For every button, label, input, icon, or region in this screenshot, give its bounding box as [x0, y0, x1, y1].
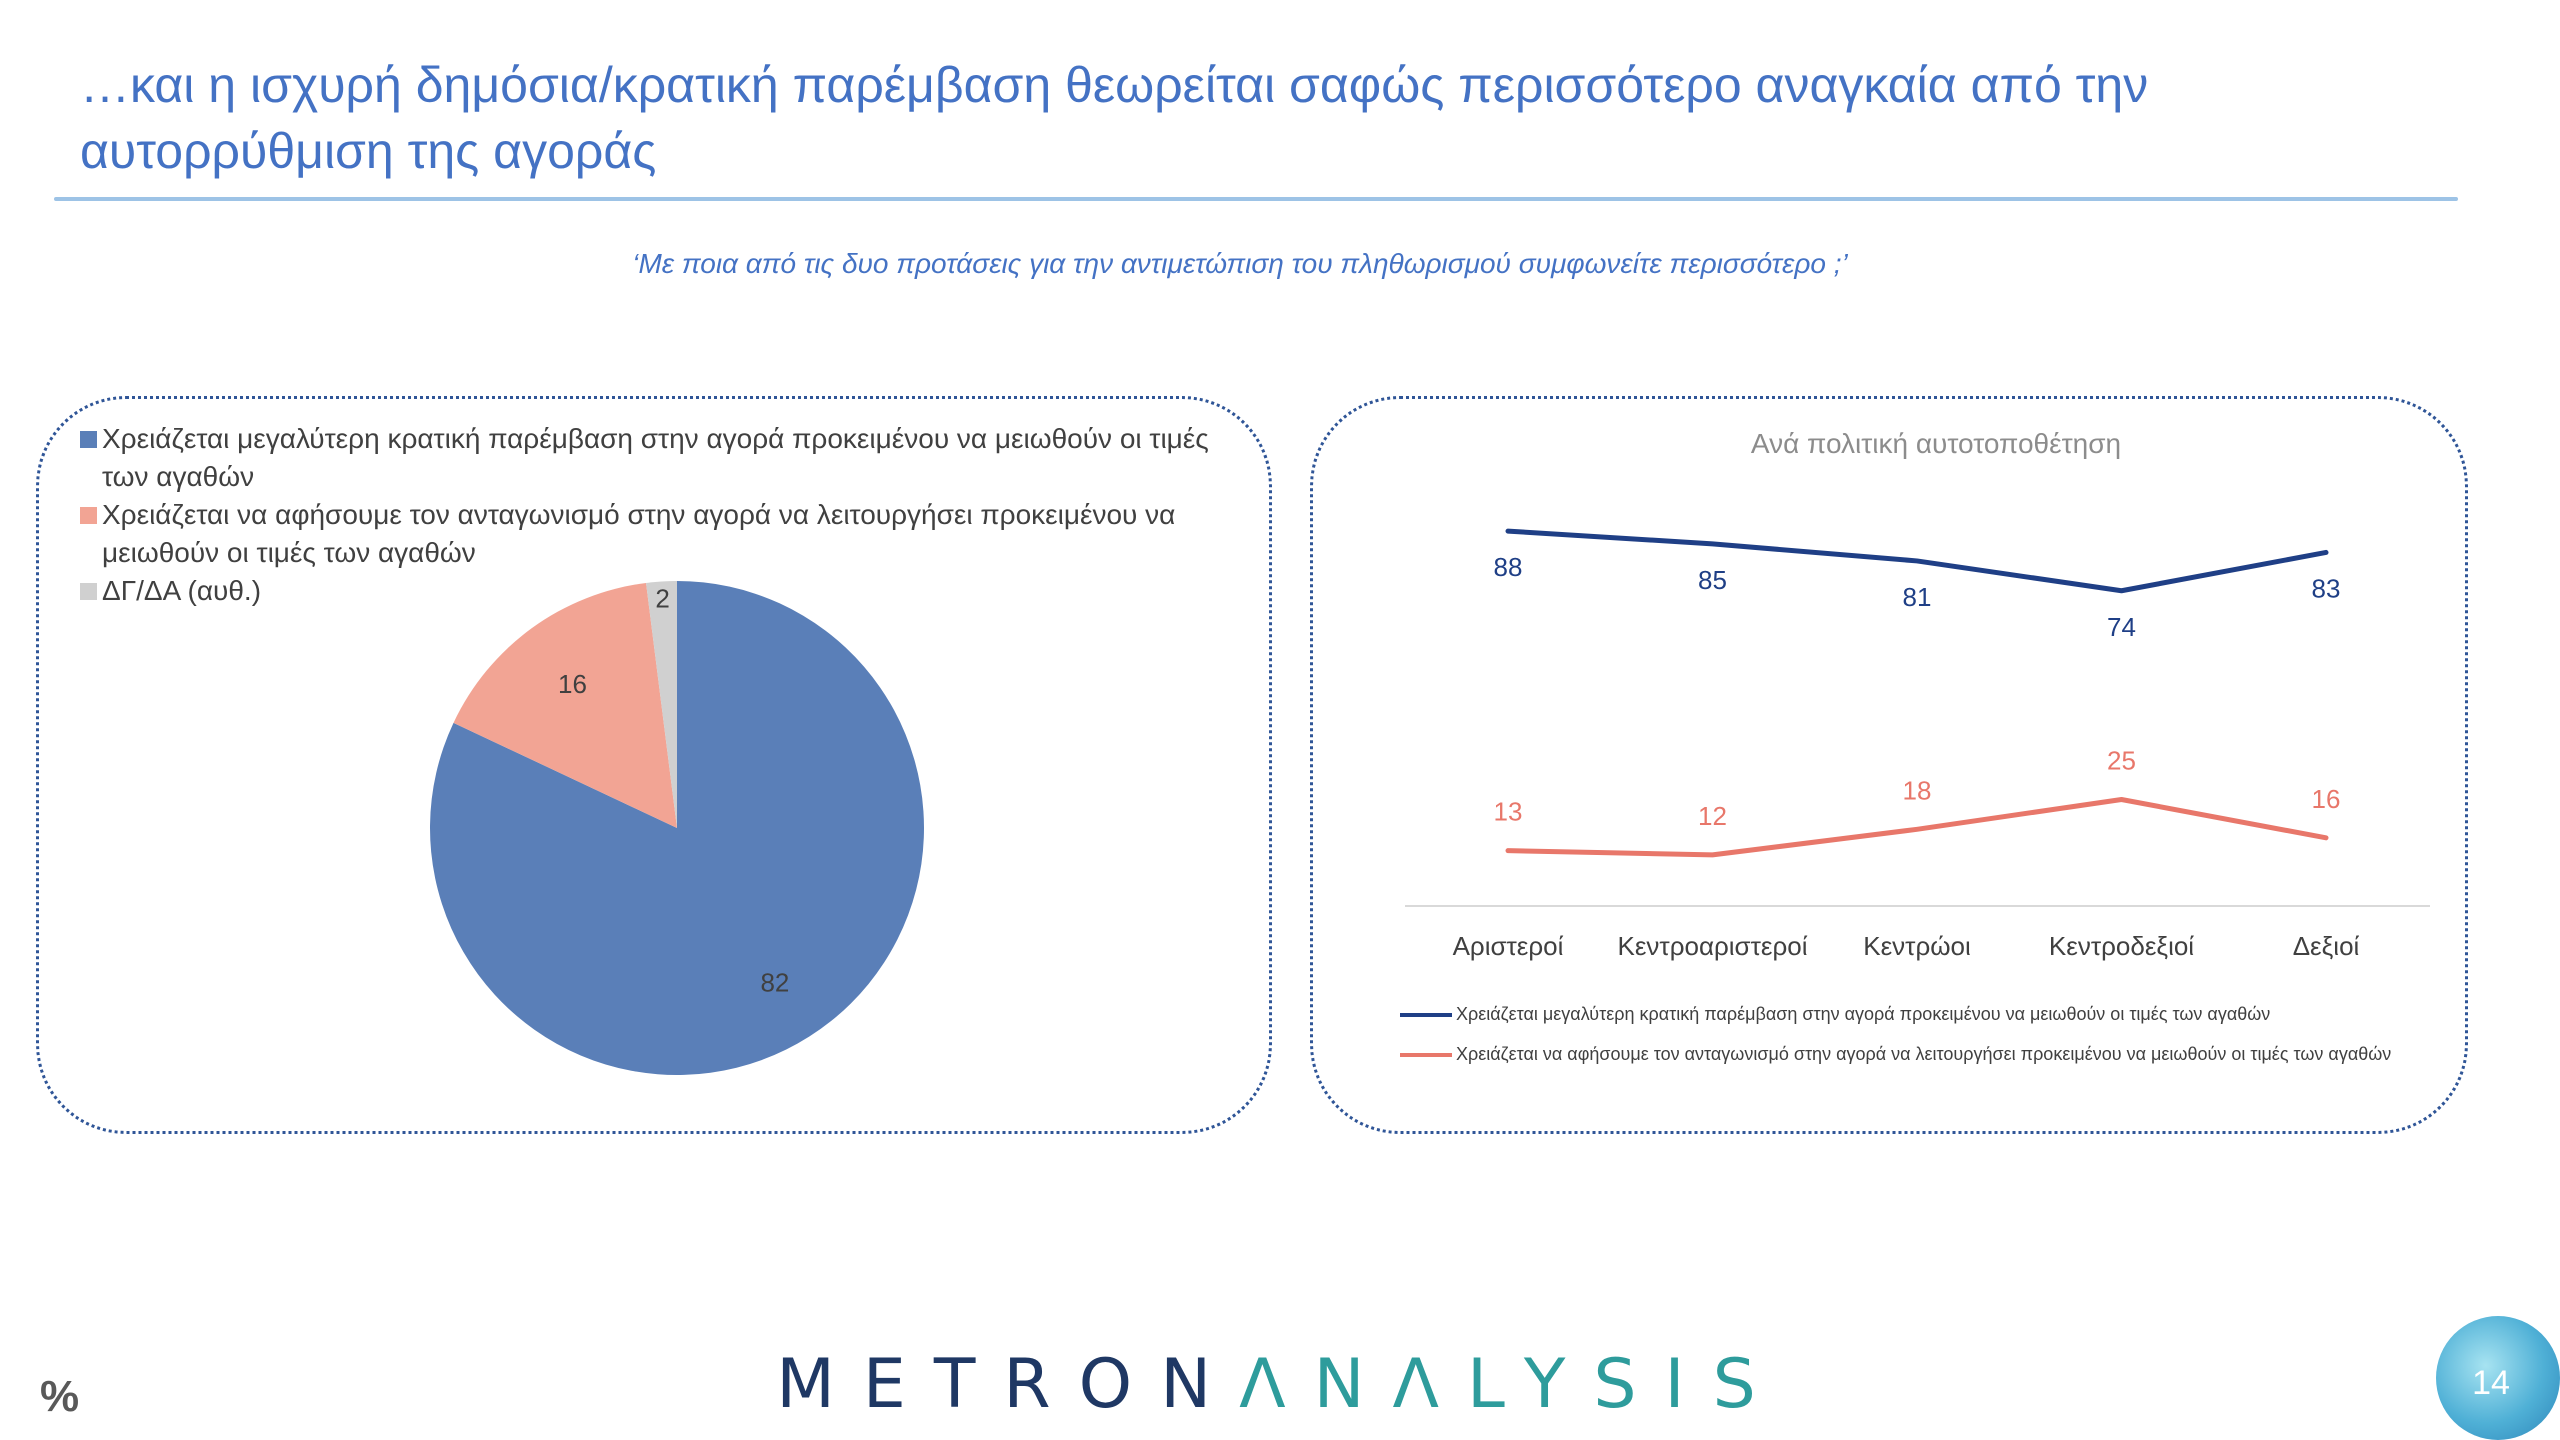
legend-swatch: [80, 507, 97, 524]
pie-data-label: 16: [558, 669, 587, 699]
logo-part-analysis: ΛNΛLYSIS: [1239, 1345, 1784, 1424]
pie-legend-item-intervention: Χρειάζεται μεγαλύτερη κρατική παρέμβαση …: [80, 420, 1230, 496]
pie-legend-item-dk: ΔΓ/ΔΑ (αυθ.): [80, 572, 1230, 610]
page-title: …και η ισχυρή δημόσια/κρατική παρέμβαση …: [80, 57, 2149, 179]
line-legend-item-competition: Χρειάζεται να αφήσουμε τον ανταγωνισμό σ…: [1400, 1042, 2435, 1066]
percent-unit-label: %: [40, 1372, 80, 1421]
title-divider: [54, 197, 2458, 201]
metron-analysis-logo: METRONΛNΛLYSIS: [0, 1345, 2560, 1424]
page-number-badge: 14: [2436, 1316, 2560, 1440]
line-data-label: 13: [1494, 797, 1523, 827]
pie-data-label: 82: [760, 967, 789, 997]
pie-legend-item-competition: Χρειάζεται να αφήσουμε τον ανταγωνισμό σ…: [80, 496, 1230, 572]
page-number: 14: [2472, 1364, 2510, 1402]
pie-slice-competition: [453, 582, 677, 828]
line-chart-panel: [1310, 396, 2468, 1134]
line-legend: Χρειάζεται μεγαλύτερη κρατική παρέμβαση …: [1400, 1002, 2435, 1082]
line-data-label: 16: [2312, 784, 2341, 814]
pie-data-label: 2: [655, 584, 669, 614]
x-tick-label: Αριστεροί: [1453, 931, 1564, 961]
line-legend-label: Χρειάζεται να αφήσουμε τον ανταγωνισμό σ…: [1456, 1044, 2392, 1064]
line-data-label: 25: [2107, 746, 2136, 776]
survey-question: ‘Με ποια από τις δυο προτάσεις για την α…: [632, 248, 1848, 279]
line-legend-item-intervention: Χρειάζεται μεγαλύτερη κρατική παρέμβαση …: [1400, 1002, 2435, 1026]
pie-legend-label: Χρειάζεται μεγαλύτερη κρατική παρέμβαση …: [102, 423, 1209, 492]
line-chart: Ανά πολιτική αυτοτοποθέτηση Αριστεροί Κεντ…: [1405, 428, 2430, 961]
line-data-label: 83: [2312, 573, 2341, 603]
pie-chart: 82 16 2: [429, 581, 924, 1076]
x-tick-label: Κεντροδεξιοί: [2049, 931, 2194, 961]
series-line-competition: [1505, 797, 2329, 858]
x-tick-label: Κεντροαριστεροί: [1618, 931, 1808, 961]
x-tick-label: Δεξιοί: [2293, 931, 2360, 961]
line-data-label: 85: [1698, 565, 1727, 595]
legend-line-swatch: [1400, 1053, 1452, 1057]
line-data-label: 81: [1903, 582, 1932, 612]
pie-slice-dk: [646, 581, 677, 828]
line-chart-title: Ανά πολιτική αυτοτοποθέτηση: [1751, 428, 2121, 459]
line-data-label: 88: [1494, 552, 1523, 582]
pie-chart-panel: [36, 396, 1272, 1134]
line-data-label: 18: [1903, 775, 1932, 805]
legend-line-swatch: [1400, 1013, 1452, 1017]
pie-legend-label: Χρειάζεται να αφήσουμε τον ανταγωνισμό σ…: [102, 499, 1176, 568]
line-data-label: 74: [2107, 612, 2136, 642]
logo-part-metron: METRON: [776, 1345, 1240, 1424]
line-data-label: 12: [1698, 801, 1727, 831]
pie-legend-label: ΔΓ/ΔΑ (αυθ.): [102, 575, 262, 606]
line-legend-label: Χρειάζεται μεγαλύτερη κρατική παρέμβαση …: [1456, 1004, 2271, 1024]
pie-slice-intervention: [429, 581, 924, 1076]
legend-swatch: [80, 431, 97, 448]
pie-legend: Χρειάζεται μεγαλύτερη κρατική παρέμβαση …: [80, 420, 1230, 610]
series-line-intervention: [1505, 528, 2329, 594]
x-tick-label: Κεντρώοι: [1863, 931, 1971, 961]
legend-swatch: [80, 583, 97, 600]
